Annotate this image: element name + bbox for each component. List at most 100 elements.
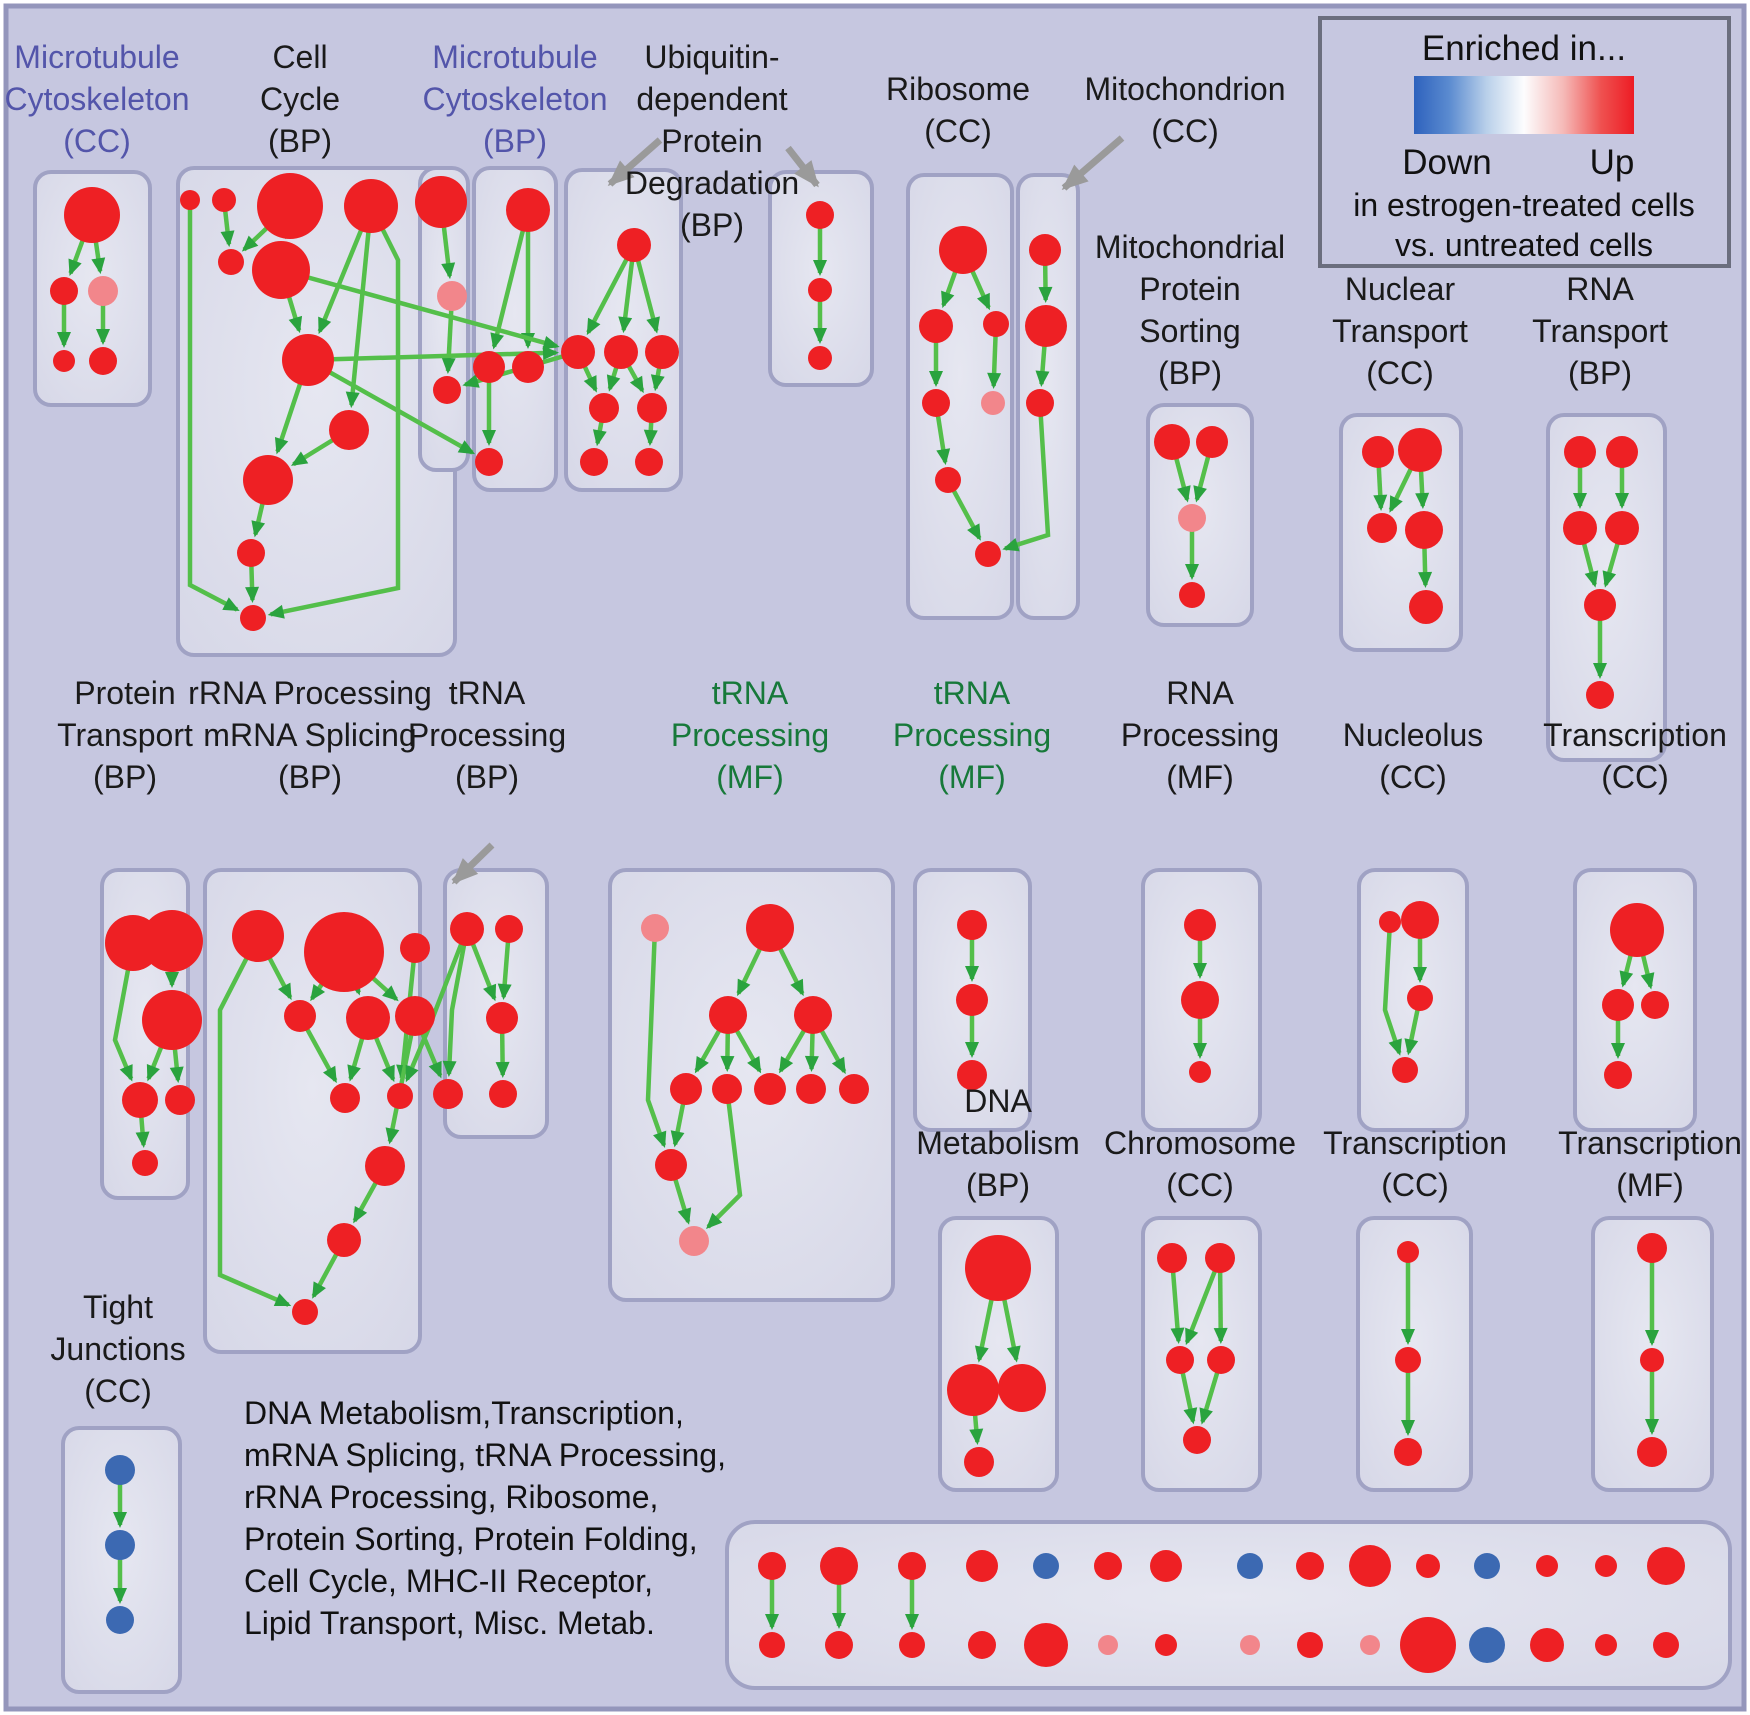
go-term-node (1474, 1553, 1500, 1579)
go-term-node (400, 933, 430, 963)
edge (706, 1088, 743, 1229)
go-term-node (808, 278, 832, 302)
cluster-label-trna-processing-mf-small: Processing (893, 717, 1051, 753)
cluster-label-mitochondrial-protein-sorting-bp: Mitochondrial (1095, 229, 1285, 265)
go-term-node (981, 391, 1005, 415)
go-term-node (965, 1235, 1031, 1301)
go-term-node (1409, 590, 1443, 624)
cluster-label-protein-transport-bp: (BP) (93, 759, 157, 795)
go-term-node (1297, 1632, 1323, 1658)
cluster-label-cell-cycle-bp: Cell (272, 39, 327, 75)
go-term-node (53, 350, 75, 372)
go-term-node (1379, 911, 1401, 933)
go-term-node (820, 1547, 858, 1585)
go-term-node (64, 187, 120, 243)
go-term-node (132, 1150, 158, 1176)
go-term-node (257, 173, 323, 239)
go-term-node (105, 1455, 135, 1485)
go-term-node (709, 996, 747, 1034)
go-term-node (365, 1146, 405, 1186)
go-term-node (617, 228, 651, 262)
go-term-node (957, 1060, 987, 1090)
go-term-node (142, 990, 202, 1050)
go-term-node (1196, 426, 1228, 458)
go-term-node (956, 984, 988, 1016)
go-term-node (645, 335, 679, 369)
cluster-label-chromosome-cc: (CC) (1166, 1167, 1234, 1203)
go-term-node (1606, 436, 1638, 468)
network-nodes (50, 173, 1685, 1673)
go-term-node (433, 1079, 463, 1109)
go-term-node (1150, 1550, 1182, 1582)
cluster-box-rna-transport-bp (1546, 413, 1667, 762)
go-term-node (899, 1632, 925, 1658)
go-term-node (1157, 1243, 1187, 1273)
misc-terms-line: Protein Sorting, Protein Folding, (244, 1521, 698, 1557)
go-term-node (473, 351, 505, 383)
cluster-label-microtubule-cytoskeleton-cc: (CC) (63, 123, 131, 159)
cluster-label-trna-processing-mf-large: Processing (671, 717, 829, 753)
cluster-label-microtubule-cytoskeleton-bp-1: Cytoskeleton (423, 81, 608, 117)
go-term-node (1240, 1635, 1260, 1655)
cluster-label-ubiquitin-degradation-bp-main: (BP) (680, 207, 744, 243)
go-term-node (395, 996, 435, 1036)
go-term-node (304, 912, 384, 992)
go-term-node (758, 1552, 786, 1580)
go-term-node (1166, 1346, 1194, 1374)
edge (306, 358, 476, 455)
go-term-node (1530, 1628, 1564, 1662)
cluster-label-trna-processing-mf-small: (MF) (938, 759, 1006, 795)
go-term-node (1094, 1552, 1122, 1580)
go-term-node (968, 1631, 996, 1659)
legend-gradient-bar (1414, 76, 1634, 134)
cluster-label-microtubule-cytoskeleton-cc: Cytoskeleton (5, 81, 190, 117)
go-term-node (1405, 511, 1443, 549)
go-term-node (415, 176, 467, 228)
legend-up-label: Up (1590, 143, 1635, 182)
go-term-node (919, 309, 953, 343)
cluster-label-nuclear-transport-cc: Nuclear (1345, 271, 1456, 307)
go-term-node (387, 1083, 413, 1109)
go-term-node (1394, 1438, 1422, 1466)
go-term-node (282, 334, 334, 386)
go-term-node (1584, 589, 1616, 621)
go-term-node (50, 277, 78, 305)
go-term-node (1024, 1623, 1068, 1667)
go-term-node (88, 276, 118, 306)
go-term-node (1179, 582, 1205, 608)
go-term-node (141, 910, 203, 972)
pointer-arrow-icon (607, 137, 663, 187)
edge (385, 1015, 418, 1145)
cluster-label-tight-junctions-cc: (CC) (84, 1373, 152, 1409)
go-term-node (983, 311, 1009, 337)
cluster-label-trna-processing-mf-large: tRNA (712, 675, 789, 711)
edge (345, 205, 374, 409)
go-term-node (679, 1226, 709, 1256)
cluster-label-ubiquitin-degradation-bp-main: dependent (636, 81, 787, 117)
cluster-label-ubiquitin-degradation-bp-main: Ubiquitin- (644, 39, 779, 75)
go-term-node (754, 1073, 786, 1105)
cluster-box-cell-cycle-bp (176, 166, 457, 657)
go-term-node (1637, 1437, 1667, 1467)
cluster-box-transcription-cc-mid (1573, 868, 1697, 1132)
go-term-node (1183, 1426, 1211, 1454)
cluster-label-mitochondrion-cc: (CC) (1151, 113, 1219, 149)
go-term-node (947, 1364, 999, 1416)
go-term-node (105, 1530, 135, 1560)
legend-title: Enriched in... (1422, 29, 1626, 68)
go-term-node (1155, 1634, 1177, 1656)
go-term-node (637, 393, 667, 423)
go-term-node (898, 1552, 926, 1580)
go-term-node (1205, 1243, 1235, 1273)
cluster-box-dna-metabolism-bp (938, 1216, 1059, 1492)
go-term-node (957, 910, 987, 940)
cluster-label-trna-processing-bp: (BP) (455, 759, 519, 795)
go-term-node (1564, 436, 1596, 468)
pointer-arrow-icon (785, 145, 820, 188)
edge (1184, 1257, 1223, 1346)
go-term-node (1397, 1241, 1419, 1263)
cluster-label-transcription-cc-bottom: (CC) (1381, 1167, 1449, 1203)
misc-terms-line: Lipid Transport, Misc. Metab. (244, 1605, 655, 1641)
cluster-label-trna-processing-bp: Processing (408, 717, 566, 753)
